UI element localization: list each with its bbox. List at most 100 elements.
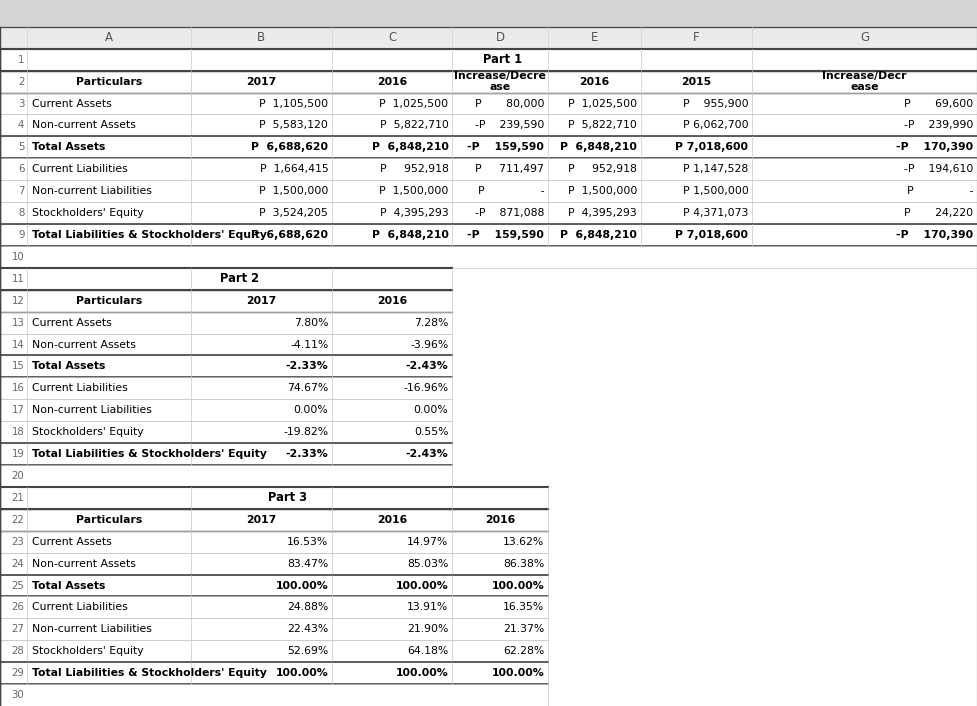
Text: P 7,018,600: P 7,018,600 — [675, 143, 748, 152]
Text: 25: 25 — [12, 580, 24, 590]
Text: -P    159,590: -P 159,590 — [467, 230, 544, 240]
Text: P 7,018,600: P 7,018,600 — [675, 230, 748, 240]
Text: 24: 24 — [12, 558, 24, 568]
Text: P       80,000: P 80,000 — [475, 99, 544, 109]
Text: -3.96%: -3.96% — [410, 340, 448, 349]
Text: C: C — [388, 31, 397, 44]
Bar — [0, 531, 548, 553]
Text: 17: 17 — [12, 405, 24, 415]
Bar — [0, 400, 452, 421]
Text: 26: 26 — [12, 602, 24, 612]
Text: 29: 29 — [12, 668, 24, 678]
Text: 2016: 2016 — [486, 515, 515, 525]
Text: P  1,025,500: P 1,025,500 — [568, 99, 637, 109]
Bar — [0, 509, 548, 531]
Text: F: F — [694, 31, 700, 44]
Bar — [0, 289, 452, 311]
Text: Stockholders' Equity: Stockholders' Equity — [32, 208, 144, 218]
Text: P  4,395,293: P 4,395,293 — [569, 208, 637, 218]
Text: 2017: 2017 — [246, 296, 276, 306]
Text: P  6,848,210: P 6,848,210 — [560, 230, 637, 240]
Text: 74.67%: 74.67% — [287, 383, 328, 393]
Bar — [0, 355, 452, 378]
Bar — [0, 684, 548, 706]
Text: G: G — [860, 31, 870, 44]
Text: 8: 8 — [18, 208, 24, 218]
Text: 22: 22 — [12, 515, 24, 525]
Text: Stockholders' Equity: Stockholders' Equity — [32, 646, 144, 657]
Text: 14.97%: 14.97% — [407, 537, 448, 546]
Text: P 1,147,528: P 1,147,528 — [683, 164, 748, 174]
Text: 28: 28 — [12, 646, 24, 657]
Text: Current Assets: Current Assets — [32, 318, 112, 328]
Text: 2015: 2015 — [682, 76, 711, 87]
Text: 2016: 2016 — [377, 296, 407, 306]
Text: P  3,524,205: P 3,524,205 — [260, 208, 328, 218]
Text: P  1,500,000: P 1,500,000 — [568, 186, 637, 196]
Bar — [0, 640, 548, 662]
Text: 100.00%: 100.00% — [491, 668, 544, 678]
Text: -2.33%: -2.33% — [285, 449, 328, 459]
Text: 7.80%: 7.80% — [294, 318, 328, 328]
Bar — [0, 0, 977, 27]
Bar — [0, 421, 452, 443]
Text: 14: 14 — [12, 340, 24, 349]
Text: -19.82%: -19.82% — [283, 427, 328, 437]
Bar — [0, 487, 548, 509]
Text: 64.18%: 64.18% — [407, 646, 448, 657]
Text: 30: 30 — [12, 690, 24, 700]
Text: 9: 9 — [18, 230, 24, 240]
Text: -P    159,590: -P 159,590 — [467, 143, 544, 152]
Text: 5: 5 — [18, 143, 24, 152]
Text: P  5,822,710: P 5,822,710 — [569, 121, 637, 131]
Bar — [0, 553, 548, 575]
Text: 0.55%: 0.55% — [414, 427, 448, 437]
Text: Total Liabilities & Stockholders' Equity: Total Liabilities & Stockholders' Equity — [32, 449, 267, 459]
Text: P  4,395,293: P 4,395,293 — [380, 208, 448, 218]
Bar — [0, 333, 452, 355]
Text: P  1,025,500: P 1,025,500 — [379, 99, 448, 109]
Text: 100.00%: 100.00% — [276, 668, 328, 678]
Text: Current Assets: Current Assets — [32, 99, 112, 109]
Text: Part 3: Part 3 — [268, 491, 308, 504]
Bar — [0, 575, 548, 597]
Text: P       69,600: P 69,600 — [904, 99, 973, 109]
Text: 3: 3 — [18, 99, 24, 109]
Text: 4: 4 — [18, 121, 24, 131]
Text: 62.28%: 62.28% — [503, 646, 544, 657]
Text: 16: 16 — [12, 383, 24, 393]
Text: 21: 21 — [12, 493, 24, 503]
Bar — [0, 378, 452, 400]
Text: 16.35%: 16.35% — [503, 602, 544, 612]
Text: -P    194,610: -P 194,610 — [904, 164, 973, 174]
Text: Current Liabilities: Current Liabilities — [32, 602, 128, 612]
Bar — [0, 27, 977, 49]
Text: Particulars: Particulars — [76, 76, 142, 87]
Text: P  1,500,000: P 1,500,000 — [379, 186, 448, 196]
Text: Total Assets: Total Assets — [32, 143, 106, 152]
Text: P  5,822,710: P 5,822,710 — [380, 121, 448, 131]
Bar — [0, 443, 452, 465]
Text: -P    871,088: -P 871,088 — [475, 208, 544, 218]
Text: 100.00%: 100.00% — [491, 580, 544, 590]
Text: P  6,848,210: P 6,848,210 — [371, 143, 448, 152]
Text: B: B — [257, 31, 266, 44]
Text: P     952,918: P 952,918 — [380, 164, 448, 174]
Text: 52.69%: 52.69% — [287, 646, 328, 657]
Text: 2016: 2016 — [579, 76, 610, 87]
Text: 20: 20 — [12, 471, 24, 481]
Text: P       24,220: P 24,220 — [904, 208, 973, 218]
Text: P     711,497: P 711,497 — [476, 164, 544, 174]
Text: 100.00%: 100.00% — [396, 668, 448, 678]
Text: P  5,583,120: P 5,583,120 — [260, 121, 328, 131]
Text: P                -: P - — [907, 186, 973, 196]
Text: 0.00%: 0.00% — [293, 405, 328, 415]
Text: 10: 10 — [12, 252, 24, 262]
Text: 22.43%: 22.43% — [287, 624, 328, 634]
Text: Current Liabilities: Current Liabilities — [32, 164, 128, 174]
Text: -P    170,390: -P 170,390 — [896, 143, 973, 152]
Bar — [0, 597, 548, 618]
Text: 27: 27 — [12, 624, 24, 634]
Text: P                -: P - — [478, 186, 544, 196]
Text: Total Assets: Total Assets — [32, 361, 106, 371]
